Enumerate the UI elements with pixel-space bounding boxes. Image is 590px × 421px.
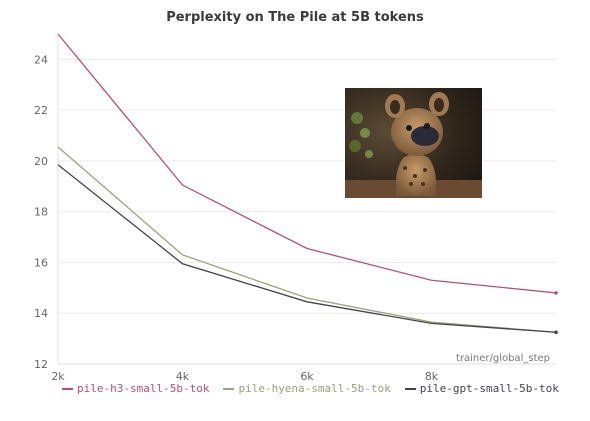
legend-item[interactable]: pile-hyena-small-5b-tok (223, 382, 391, 395)
x-tick-labels: 2k 4k 6k 8k (51, 370, 438, 383)
series-line-pile-hyena-small-5b-tok (57, 146, 557, 333)
series-line-pile-gpt-small-5b-tok (57, 164, 557, 333)
legend-label: pile-h3-small-5b-tok (77, 382, 210, 395)
y-tick-label: 12 (34, 358, 48, 371)
legend-label: pile-gpt-small-5b-tok (419, 382, 559, 395)
y-tick-label: 18 (34, 206, 48, 219)
legend-item[interactable]: pile-gpt-small-5b-tok (404, 382, 559, 395)
legend-item[interactable]: pile-h3-small-5b-tok (62, 382, 209, 395)
y-tick-label: 22 (34, 104, 48, 117)
grid-layer (57, 34, 556, 365)
series-endpoint-pile-h3-small-5b-tok (554, 291, 558, 295)
y-tick-label: 16 (34, 256, 48, 269)
y-tick-label: 20 (34, 155, 48, 168)
x-tick-label: 4k (176, 370, 190, 383)
series-line-pile-h3-small-5b-tok (57, 33, 557, 294)
legend-swatch (62, 387, 73, 390)
x-tick-label: 2k (51, 370, 65, 383)
series-endpoint-pile-gpt-small-5b-tok (554, 330, 558, 335)
x-axis-label: trainer/global_step (456, 353, 550, 364)
series-layer (57, 33, 558, 335)
legend-swatch (404, 387, 416, 390)
legend-swatch (223, 387, 235, 390)
y-tick-label: 14 (34, 307, 48, 320)
legend-label: pile-hyena-small-5b-tok (238, 382, 391, 395)
hyena-photo (345, 88, 482, 198)
chart-title: Perplexity on The Pile at 5B tokens (166, 10, 424, 25)
x-tick-label: 6k (300, 370, 314, 383)
x-tick-label: 8k (425, 370, 439, 383)
legend: pile-h3-small-5b-tok pile-hyena-small-5b-… (62, 382, 559, 395)
y-tick-labels: 12 14 16 18 20 22 24 (34, 53, 48, 371)
y-tick-label: 24 (34, 53, 48, 66)
